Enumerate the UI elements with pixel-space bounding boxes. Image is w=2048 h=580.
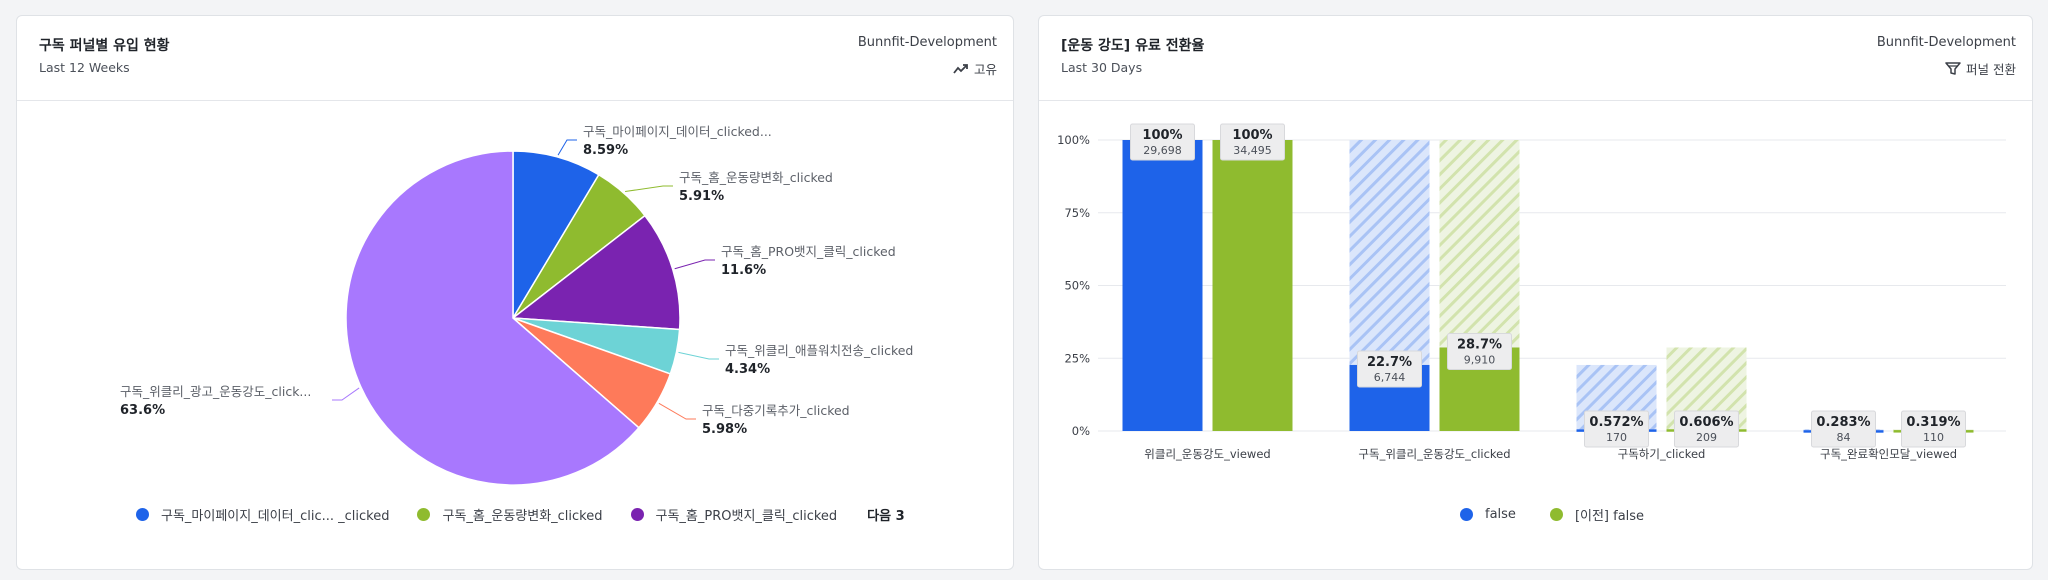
- legend-dot: [1549, 508, 1563, 521]
- pie-slice-label: 구독_홈_PRO뱃지_클릭_clicked: [721, 244, 896, 259]
- pie-slice-label: 구독_홈_운동량변화_clicked: [679, 170, 833, 185]
- value-label-box: [1901, 410, 1966, 448]
- legend-dot: [136, 508, 149, 521]
- project-name: Bunnfit-Development: [1876, 35, 2016, 50]
- pie-slice-label: 구독_마이페이지_데이터_clicked...: [583, 124, 772, 139]
- conversion-bar[interactable]: [1212, 140, 1293, 431]
- dropoff-bar[interactable]: [1349, 140, 1430, 365]
- card-header: 구독 퍼널별 유입 현황 Last 12 Weeks Bunnfit-Devel…: [17, 16, 1013, 101]
- conversion-bar[interactable]: [1122, 140, 1203, 431]
- bar-chart-card: [운동 강도] 유료 전환율 Last 30 Days Bunnfit-Deve…: [1038, 15, 2033, 570]
- value-label-box: [1811, 410, 1876, 448]
- date-range: Last 30 Days: [1061, 60, 1143, 75]
- legend-label: false: [1485, 507, 1516, 522]
- pie-leader-line: [678, 351, 719, 360]
- value-label-box: [1220, 123, 1285, 161]
- bar-chart: 0%25%50%75%100% 100%29,698100%34,495위클리_운…: [1057, 123, 2006, 461]
- bar-count-label: 6,744: [1374, 371, 1406, 384]
- bar-value-label: 22.7%: [1367, 355, 1412, 370]
- pie-slice-label: 구독_위클리_애플워치전송_clicked: [725, 343, 913, 358]
- pie-leader-line: [332, 387, 360, 401]
- y-tick-label: 25%: [1064, 351, 1090, 365]
- value-label-box: [1674, 410, 1739, 448]
- project-name: Bunnfit-Development: [857, 35, 997, 50]
- pie-slice[interactable]: [345, 150, 640, 486]
- pie-slice-label: 구독_다중기록추가_clicked: [702, 403, 850, 418]
- metric-badge-label: 고유: [973, 62, 997, 77]
- card-header: [운동 강도] 유료 전환율 Last 30 Days Bunnfit-Deve…: [1039, 16, 2032, 101]
- value-label-box: [1584, 410, 1649, 448]
- pie-slice-label: 구독_위클리_광고_운동강도_click...: [120, 384, 311, 399]
- legend-item[interactable]: false: [1460, 507, 1516, 522]
- bar-value-label: 0.319%: [1906, 415, 1960, 430]
- legend-label: 구독_홈_PRO뱃지_클릭_clicked: [655, 509, 838, 524]
- bar-value-label: 0.606%: [1679, 415, 1733, 430]
- pie-slice[interactable]: [512, 150, 600, 321]
- x-category-label: 구독_위클리_운동강도_clicked: [1358, 447, 1510, 461]
- legend-item[interactable]: 구독_홈_운동량변화_clicked: [417, 505, 603, 524]
- bar-count-label: 9,910: [1464, 353, 1496, 366]
- bar-count-label: 34,495: [1233, 144, 1272, 157]
- legend-item[interactable]: 구독_마이페이지_데이터_clic... _clicked: [136, 505, 389, 524]
- bar-count-label: 29,698: [1143, 144, 1182, 157]
- bar-count-label: 84: [1837, 431, 1851, 444]
- metric-badge[interactable]: 고유: [953, 59, 997, 78]
- bar-value-label: 0.283%: [1816, 415, 1870, 430]
- bar-legend: false [이전] false: [1460, 505, 1672, 524]
- y-tick-label: 75%: [1064, 206, 1090, 220]
- y-tick-label: 100%: [1057, 133, 1090, 147]
- bar-value-label: 28.7%: [1457, 337, 1502, 352]
- pie-leader-line: [557, 139, 577, 156]
- pie-slice-value: 11.6%: [721, 263, 766, 278]
- pie-leader-line: [674, 259, 715, 270]
- value-label-box: [1357, 350, 1422, 388]
- bar-count-label: 170: [1606, 431, 1627, 444]
- pie-chart: 구독_마이페이지_데이터_clicked... 8.59% 구독_홈_운동량변화_c…: [120, 124, 913, 486]
- bar-value-label: 100%: [1232, 128, 1272, 143]
- bar-count-label: 209: [1696, 431, 1717, 444]
- metric-badge[interactable]: 퍼널 전환: [1945, 59, 2016, 78]
- funnel-icon: [1945, 62, 1961, 75]
- x-category-label: 구독_완료확인모달_viewed: [1820, 447, 1957, 461]
- dropoff-bar[interactable]: [1439, 140, 1520, 348]
- legend-label: 구독_마이페이지_데이터_clic... _clicked: [161, 509, 390, 524]
- bar-value-label: 0.572%: [1589, 415, 1643, 430]
- pie-slice-value: 5.98%: [702, 422, 747, 437]
- bar-count-label: 110: [1923, 431, 1944, 444]
- x-category-label: 구독하기_clicked: [1618, 447, 1706, 461]
- pie-leader-line: [625, 185, 673, 193]
- legend-label: [이전] false: [1574, 509, 1645, 524]
- value-label-box: [1447, 332, 1512, 370]
- legend-item[interactable]: 구독_홈_PRO뱃지_클릭_clicked: [630, 505, 838, 524]
- pie-slice[interactable]: [510, 214, 681, 331]
- legend-dot: [630, 508, 644, 521]
- y-tick-label: 0%: [1072, 424, 1090, 438]
- legend-dot: [417, 508, 431, 521]
- legend-dot: [1460, 508, 1473, 521]
- legend-more-button[interactable]: 다음 3: [867, 509, 905, 524]
- date-range: Last 12 Weeks: [39, 60, 130, 75]
- legend-item[interactable]: [이전] false: [1549, 505, 1645, 524]
- pie-slice-value: 8.59%: [583, 143, 628, 158]
- pie-slice-value: 4.34%: [725, 362, 770, 377]
- metric-badge-label: 퍼널 전환: [1966, 62, 2016, 77]
- pie-slice-value: 63.6%: [120, 403, 165, 418]
- card-title[interactable]: [운동 강도] 유료 전환율: [1061, 38, 1205, 54]
- bar-value-label: 100%: [1142, 128, 1182, 143]
- y-tick-label: 50%: [1064, 279, 1090, 293]
- pie-legend: 구독_마이페이지_데이터_clic... _clicked 구독_홈_운동량변화…: [136, 505, 905, 524]
- trend-line-icon: [953, 63, 968, 74]
- pie-slice-value: 5.91%: [679, 189, 724, 204]
- legend-label: 구독_홈_운동량변화_clicked: [442, 509, 603, 524]
- value-label-box: [1130, 123, 1195, 161]
- x-category-label: 위클리_운동강도_viewed: [1144, 447, 1270, 461]
- card-title[interactable]: 구독 퍼널별 유입 현황: [39, 38, 170, 54]
- pie-leader-line: [658, 402, 696, 420]
